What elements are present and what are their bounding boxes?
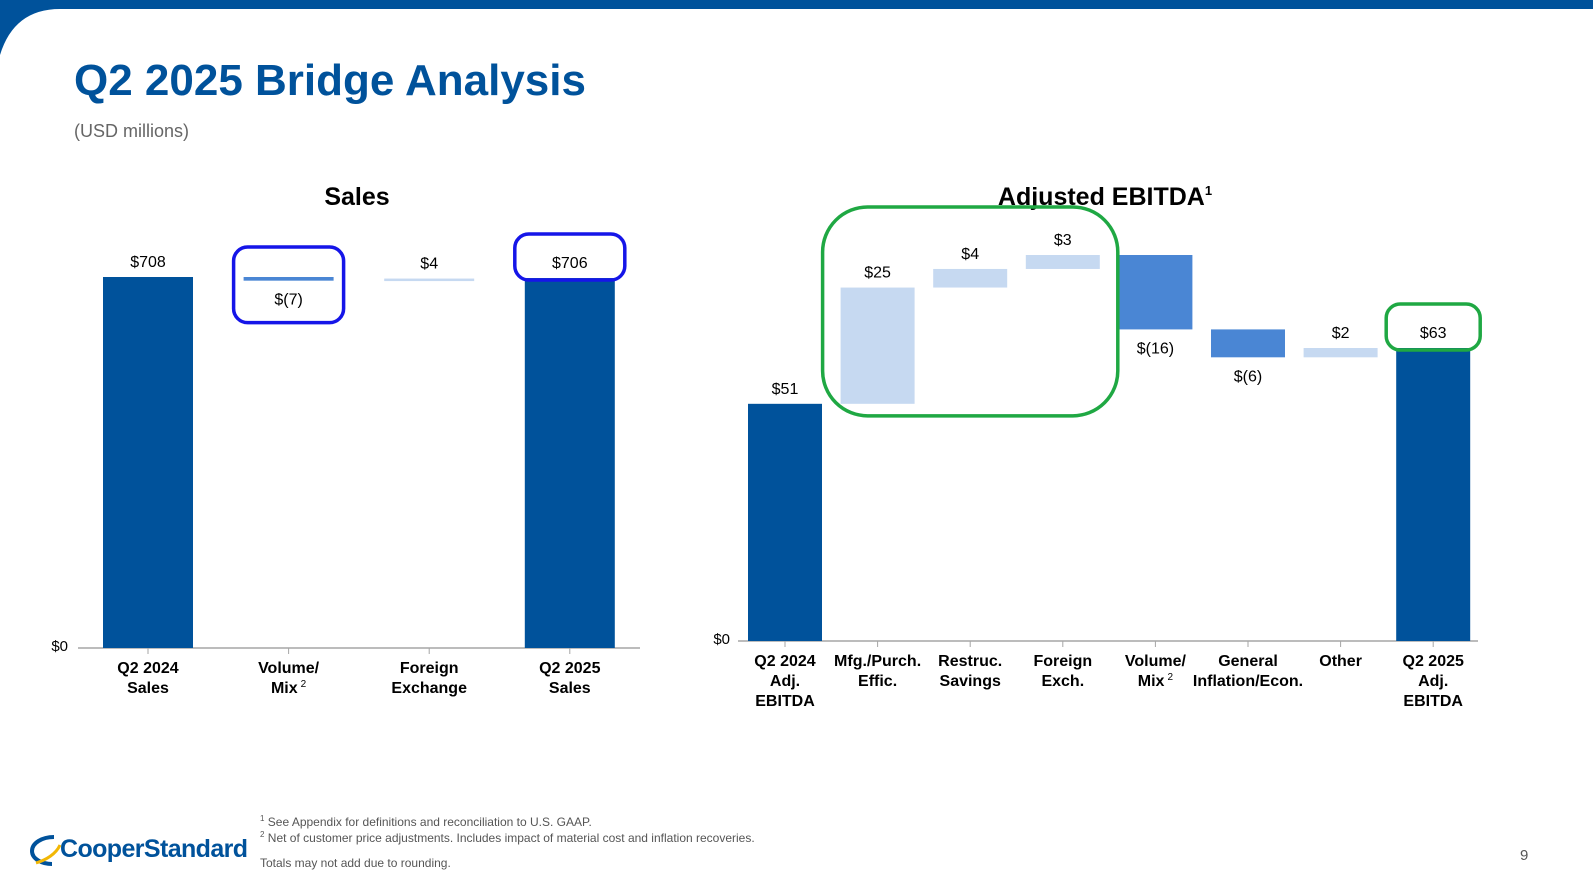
category-label: Volume/ xyxy=(1125,653,1187,670)
category-label: Mix 2 xyxy=(1138,672,1174,690)
page-number: 9 xyxy=(1520,847,1529,864)
data-label: $51 xyxy=(772,381,799,398)
y-axis-zero-label: $0 xyxy=(51,638,68,655)
page-subtitle: (USD millions) xyxy=(74,121,190,141)
highlight-outline xyxy=(231,245,346,325)
footnote-mark-2: 2 xyxy=(260,830,265,839)
data-label: $25 xyxy=(864,265,891,282)
data-label: $(6) xyxy=(1234,368,1262,385)
data-label: $(7) xyxy=(274,292,302,309)
footnote-1: 1 See Appendix for definitions and recon… xyxy=(260,814,592,829)
category-label: Other xyxy=(1319,653,1362,670)
waterfall-bar xyxy=(243,277,334,281)
waterfall-bar xyxy=(103,277,193,648)
category-label: Sales xyxy=(127,680,169,697)
category-label: Mfg./Purch. xyxy=(834,653,921,670)
category-label: Foreign xyxy=(1033,653,1092,670)
data-label: $706 xyxy=(552,255,588,272)
waterfall-bar xyxy=(1211,329,1285,358)
sales-waterfall-chart: Sales $0 $708 Q2 2024 Sales $(7) Volume/Mix 2 $4… xyxy=(51,183,640,697)
highlight-outline xyxy=(1384,302,1482,352)
category-label: Savings xyxy=(940,673,1001,690)
footnote-mark-1: 1 xyxy=(260,814,265,823)
waterfall-bar xyxy=(524,278,615,648)
category-label: Inflation/Econ. xyxy=(1193,673,1303,690)
category-label: General xyxy=(1218,653,1278,670)
waterfall-bar xyxy=(840,287,915,404)
category-label: Adj. xyxy=(1418,673,1448,690)
waterfall-bar xyxy=(933,268,1008,288)
top-accent-bar xyxy=(0,0,1593,9)
category-label: EBITDA xyxy=(1403,693,1463,710)
waterfall-bar xyxy=(748,403,822,641)
footnote-text-2: Net of customer price adjustments. Inclu… xyxy=(267,831,755,845)
category-label: Adj. xyxy=(770,673,800,690)
page-title: Q2 2025 Bridge Analysis xyxy=(74,56,586,105)
chart-title: Sales xyxy=(324,183,389,211)
category-label: Sales xyxy=(549,680,591,697)
highlight-outline xyxy=(513,232,627,282)
category-label: Volume/ xyxy=(258,660,320,677)
waterfall-bar xyxy=(1118,255,1193,330)
category-label: Mix 2 xyxy=(271,679,307,697)
category-label: Q2 2025 xyxy=(1403,653,1464,670)
waterfall-bar xyxy=(1396,348,1471,641)
footnote-2: 2 Net of customer price adjustments. Inc… xyxy=(260,830,755,845)
category-label: Q2 2025 xyxy=(539,660,600,677)
category-label: Exch. xyxy=(1041,673,1084,690)
y-axis-zero-label: $0 xyxy=(713,631,730,648)
category-label: EBITDA xyxy=(755,693,815,710)
data-label: $(16) xyxy=(1137,340,1174,357)
category-label: Q2 2024 xyxy=(117,660,178,677)
waterfall-bar xyxy=(384,278,475,282)
data-label: $3 xyxy=(1054,232,1072,249)
category-label: Q2 2024 xyxy=(754,653,815,670)
category-label: Foreign xyxy=(400,660,459,677)
company-logo-text: CooperStandard xyxy=(60,835,248,863)
data-label: $4 xyxy=(961,246,979,263)
data-label: $4 xyxy=(420,256,438,273)
data-label: $2 xyxy=(1332,325,1350,342)
category-label: Exchange xyxy=(391,680,467,697)
corner-accent xyxy=(0,0,60,55)
waterfall-bar xyxy=(1025,255,1100,269)
waterfall-bar xyxy=(1303,348,1378,358)
data-label: $708 xyxy=(130,254,166,271)
company-logo xyxy=(29,835,62,866)
highlight-outline xyxy=(820,205,1120,418)
category-label: Restruc. xyxy=(938,653,1002,670)
footnote-text-1: See Appendix for definitions and reconci… xyxy=(267,815,592,829)
data-label: $63 xyxy=(1420,325,1447,342)
category-label: Effic. xyxy=(858,673,897,690)
footnote-3: Totals may not add due to rounding. xyxy=(260,856,451,870)
